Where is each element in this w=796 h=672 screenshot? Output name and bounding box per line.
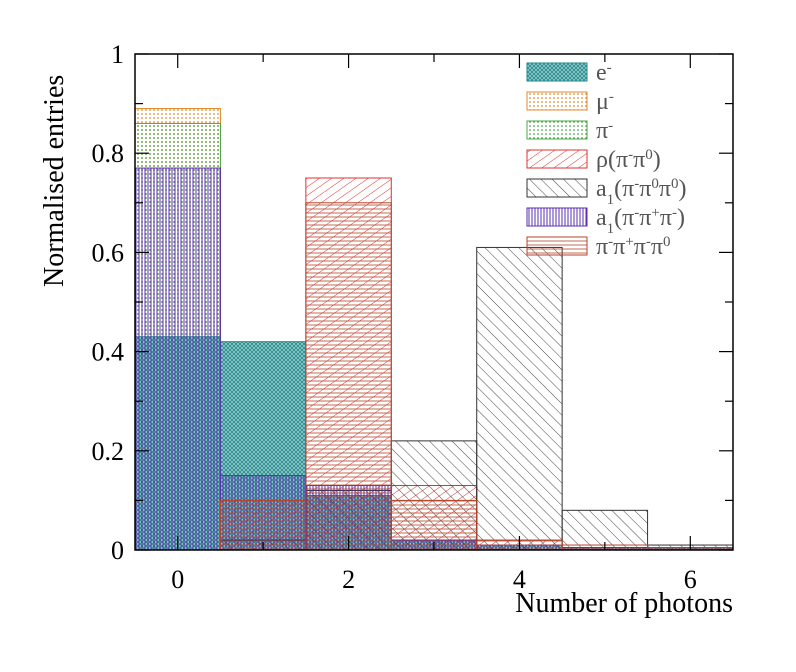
ticks-layer: 0 2 4 6 0 0.2 0.4 0.6 0.8 1 (92, 40, 733, 594)
legend-swatch (526, 178, 588, 198)
y-tick-label: 0.4 (92, 338, 125, 367)
legend-swatch (526, 236, 588, 256)
y-tick-label: 0.2 (92, 437, 125, 466)
y-tick-label: 0.6 (92, 238, 125, 267)
y-tick-label: 1 (111, 40, 124, 69)
bar-6-3 (390, 499, 478, 551)
legend-swatch (526, 62, 588, 82)
y-axis-label: Normalised entries (39, 75, 70, 287)
x-tick-label: 6 (684, 565, 697, 594)
legend-label: μ- (596, 89, 614, 115)
legend-label: ρ(π-π0) (596, 147, 661, 173)
legend: e-μ-π-ρ(π-π0) a1(π-π0π0)a1(π-π+π-)π-π+π-π… (526, 60, 687, 260)
x-tick-label: 4 (513, 565, 526, 594)
legend-label: a1(π-π0π0) (596, 176, 687, 208)
x-axis-label: Number of photons (515, 588, 733, 619)
legend-label: e- (596, 60, 612, 86)
bar-5-0 (134, 167, 221, 551)
x-tick-label: 0 (171, 565, 184, 594)
x-tick-label: 2 (342, 565, 355, 594)
bar-4-4 (476, 246, 563, 551)
bar-6-2 (305, 202, 392, 551)
legend-swatch (526, 149, 588, 169)
bar-6-1 (219, 499, 307, 551)
legend-swatch (526, 91, 588, 111)
y-tick-label: 0 (111, 536, 124, 565)
y-tick-label: 0.8 (92, 139, 125, 168)
bars-layer (134, 108, 734, 551)
legend-label: π- (596, 118, 613, 144)
legend-label: π-π+π-π0 (596, 234, 670, 260)
legend-swatch (526, 207, 588, 227)
legend-label: a1(π-π+π-) (596, 205, 685, 237)
legend-swatch (526, 120, 588, 140)
